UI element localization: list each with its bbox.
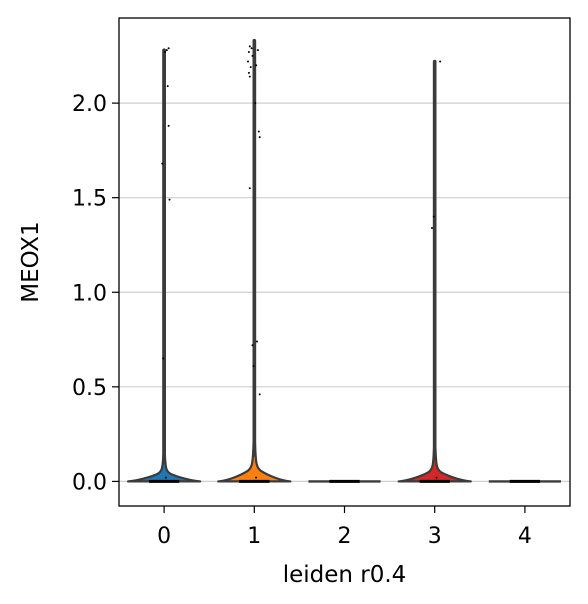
data-point	[439, 60, 442, 63]
data-point	[256, 340, 259, 343]
y-tick-label: 1.0	[72, 281, 107, 306]
data-point	[254, 102, 257, 105]
data-point	[252, 365, 255, 368]
x-tick-label: 2	[338, 524, 352, 549]
data-point	[164, 51, 167, 54]
x-axis-label: leiden r0.4	[283, 562, 407, 588]
data-point	[255, 476, 258, 479]
y-axis: 0.0 0.5 1.0 1.5 2.0	[72, 92, 119, 495]
data-point	[430, 226, 433, 229]
data-point	[258, 393, 261, 396]
y-tick-label: 0.5	[72, 376, 107, 401]
plot-frame	[118, 17, 571, 507]
x-axis: 0 1 2 3 4	[157, 506, 532, 549]
x-tick-label: 3	[428, 524, 442, 549]
data-point	[161, 162, 164, 165]
data-point	[248, 45, 251, 48]
data-points	[148, 45, 541, 483]
data-point	[257, 130, 260, 133]
data-point	[248, 187, 251, 190]
data-point	[258, 136, 261, 139]
data-point	[167, 47, 170, 50]
x-tick-label: 0	[157, 524, 171, 549]
data-point	[167, 124, 170, 127]
y-tick-label: 2.0	[72, 92, 107, 117]
data-point	[250, 47, 253, 50]
data-point	[168, 198, 171, 201]
violins	[126, 38, 561, 483]
data-point	[251, 54, 254, 57]
data-point	[255, 64, 258, 67]
gridlines	[119, 102, 570, 483]
y-axis-label: MEOX1	[18, 221, 44, 302]
data-point	[435, 476, 438, 479]
y-tick-label: 0.0	[72, 470, 107, 495]
data-point	[432, 215, 435, 218]
data-point	[246, 60, 249, 63]
data-point	[251, 344, 254, 347]
data-point	[249, 66, 252, 69]
data-point	[165, 49, 168, 52]
data-point	[162, 357, 165, 360]
data-point	[164, 476, 167, 479]
data-point	[247, 71, 250, 74]
x-tick-label: 4	[518, 524, 532, 549]
data-point	[166, 85, 169, 88]
data-point	[247, 51, 250, 54]
data-point	[256, 49, 259, 52]
data-point	[248, 75, 251, 78]
x-tick-label: 1	[247, 524, 261, 549]
y-tick-label: 1.5	[72, 187, 107, 212]
